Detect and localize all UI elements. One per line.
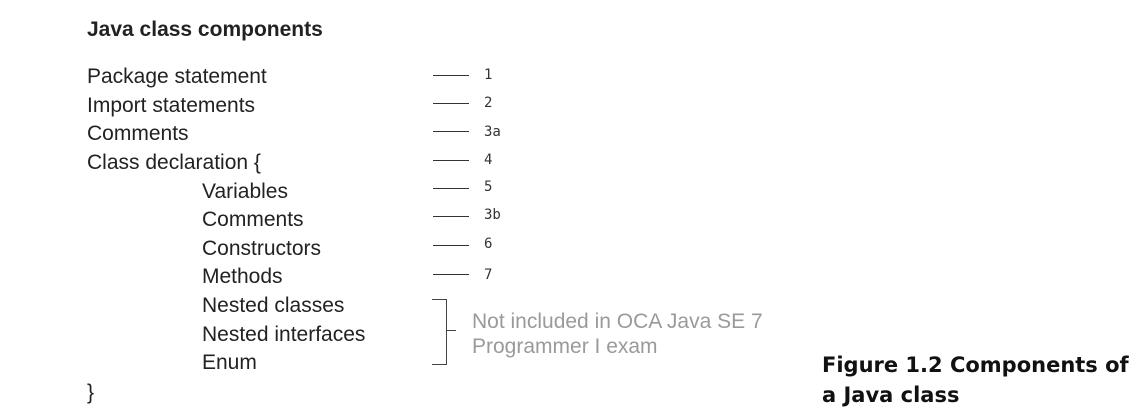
leader-line [433, 131, 469, 132]
number-label: 6 [484, 236, 493, 252]
component-methods: Methods [202, 265, 283, 288]
component-variables: Variables [202, 180, 288, 203]
leader-line [433, 216, 469, 217]
number-label: 3b [484, 207, 501, 223]
component-package-statement: Package statement [87, 65, 267, 88]
component-import-statements: Import statements [87, 94, 256, 117]
leader-line [433, 103, 469, 104]
component-class-declaration: Class declaration { [87, 151, 261, 174]
leader-line [433, 274, 469, 275]
leader-line [433, 75, 469, 76]
excluded-note-line1: Not included in OCA Java SE 7 [472, 310, 763, 333]
diagram-title: Java class components [87, 18, 323, 41]
number-label: 3a [484, 124, 501, 140]
number-label: 4 [484, 152, 493, 168]
leader-line [433, 160, 469, 161]
component-comments-inner: Comments [202, 208, 304, 231]
number-label: 1 [484, 67, 493, 83]
number-label: 5 [484, 179, 493, 195]
excluded-note-line2: Programmer I exam [472, 335, 658, 358]
leader-line [433, 245, 469, 246]
component-comments-top: Comments [87, 122, 189, 145]
number-label: 7 [484, 267, 493, 283]
component-constructors: Constructors [202, 237, 322, 260]
component-nested-interfaces: Nested interfaces [202, 323, 366, 346]
number-label: 2 [484, 95, 493, 111]
figure-caption-line2: a Java class [822, 383, 960, 407]
component-enum: Enum [202, 351, 257, 374]
excluded-bracket [432, 299, 447, 365]
leader-line [433, 188, 469, 189]
component-nested-classes: Nested classes [202, 294, 345, 317]
closing-brace: } [87, 381, 95, 404]
excluded-bracket-tick [447, 330, 456, 331]
figure-caption-line1: Figure 1.2 Components of [822, 353, 1129, 377]
